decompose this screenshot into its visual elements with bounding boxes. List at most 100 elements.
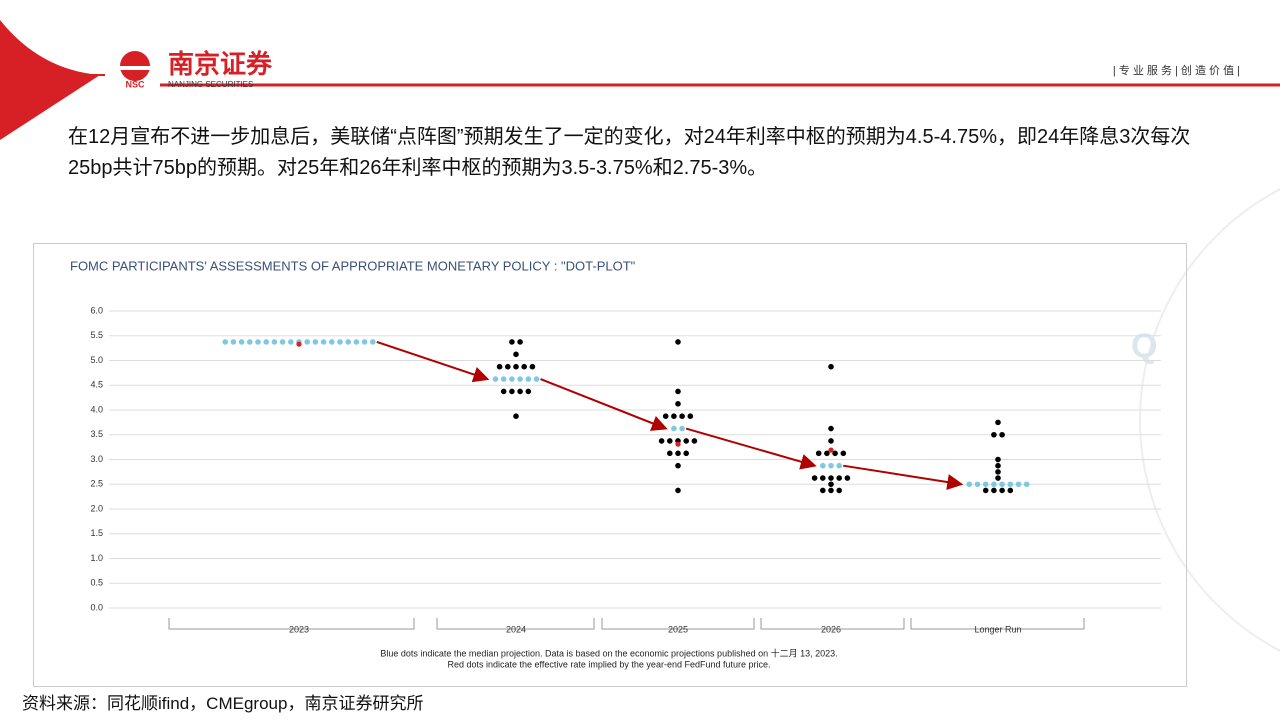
dot — [995, 462, 1001, 469]
dot — [844, 475, 851, 481]
dot — [999, 431, 1005, 438]
dot — [230, 339, 237, 345]
dot — [828, 481, 834, 488]
dot — [500, 388, 507, 395]
x-tick-label: 2023 — [289, 624, 309, 634]
y-tick-label: 5.5 — [90, 330, 103, 340]
category-bracket — [910, 618, 1085, 630]
dot — [820, 475, 826, 481]
dot — [995, 475, 1001, 481]
y-tick-label: 5.0 — [90, 355, 103, 365]
dot — [667, 450, 673, 457]
dot — [828, 363, 834, 370]
implied-rate-dot — [675, 441, 681, 447]
brand: 南京证券 — [168, 49, 273, 79]
dot — [509, 376, 515, 382]
x-tick-label: Longer Run — [974, 624, 1021, 634]
dot — [840, 450, 847, 457]
x-tick-label: 2026 — [821, 624, 841, 634]
dot — [982, 487, 989, 494]
dot — [675, 450, 681, 457]
x-tick-label: 2024 — [506, 624, 526, 634]
dot — [999, 487, 1005, 494]
dot — [832, 450, 838, 457]
dot — [671, 425, 677, 432]
corner-shape — [0, 20, 100, 140]
dot — [974, 481, 981, 488]
category-bracket — [168, 618, 415, 630]
y-tick-label: 4.0 — [90, 404, 103, 414]
dot — [353, 339, 360, 345]
dot — [509, 339, 515, 345]
y-tick-label: 0.5 — [90, 578, 103, 588]
dot — [513, 363, 519, 370]
dot — [288, 339, 294, 345]
dot — [529, 363, 536, 370]
dot — [687, 413, 694, 419]
dot — [671, 413, 677, 419]
dot — [492, 376, 499, 382]
dot — [222, 339, 228, 345]
note: Red dots indicate the effective rate imp… — [447, 659, 770, 669]
dot — [999, 481, 1005, 488]
y-tick-label: 1.0 — [90, 553, 103, 563]
logo-icon — [120, 66, 150, 70]
dot — [991, 487, 997, 494]
dot — [828, 475, 834, 481]
dot — [995, 469, 1001, 475]
y-tick-label: 3.0 — [90, 454, 103, 464]
dot — [675, 388, 681, 395]
y-tick-label: 0.0 — [90, 602, 103, 612]
dot — [828, 487, 834, 494]
dot — [995, 419, 1001, 426]
dot — [683, 450, 689, 457]
category-bracket — [436, 618, 595, 630]
implied-rate-dot — [296, 341, 302, 347]
y-tick-label: 1.5 — [90, 528, 103, 538]
dot — [279, 339, 286, 345]
x-tick-label: 2025 — [668, 624, 688, 634]
dot — [521, 363, 527, 370]
dot — [345, 339, 352, 345]
dot — [255, 339, 261, 345]
brand-en: NANJING SECURITIES — [168, 80, 253, 89]
dot — [312, 339, 319, 345]
dot — [320, 339, 327, 345]
dot — [982, 481, 989, 488]
dot — [679, 413, 685, 419]
dot — [500, 376, 507, 382]
dot — [513, 413, 519, 419]
dot — [533, 376, 540, 382]
dot — [675, 487, 681, 494]
dot — [658, 438, 665, 444]
dot — [517, 388, 523, 395]
category-bracket — [601, 618, 755, 630]
dot — [513, 351, 519, 358]
watermark: Q — [1131, 327, 1157, 365]
dot — [304, 339, 311, 345]
dot — [828, 425, 834, 432]
dot — [1007, 487, 1014, 494]
category-bracket — [760, 618, 905, 630]
dot — [836, 475, 842, 481]
dot — [675, 339, 681, 345]
trend-arrow — [685, 427, 817, 470]
trend-arrow — [843, 464, 964, 490]
watermark — [1139, 188, 1280, 652]
dot — [238, 339, 245, 345]
dot — [247, 339, 253, 345]
chart-title: FOMC PARTICIPANTS' ASSESSMENTS OF APPROP… — [70, 258, 636, 273]
dot — [828, 438, 834, 444]
chart: FOMC PARTICIPANTS' ASSESSMENTS OF APPROP… — [33, 243, 1187, 687]
dot — [525, 376, 532, 382]
dot — [271, 339, 278, 345]
implied-rate-dot — [828, 447, 834, 453]
dot — [329, 339, 335, 345]
body-text: 在12月宣布不进一步加息后，美联储“点阵图”预期发生了一定的变化，对24年利率中… — [68, 126, 1191, 179]
dot — [1007, 481, 1014, 488]
source: 资料来源：同花顺ifind，CMEgroup，南京证券研究所 — [22, 694, 424, 713]
dot — [679, 425, 685, 432]
dot — [517, 339, 523, 345]
dot — [815, 450, 822, 457]
